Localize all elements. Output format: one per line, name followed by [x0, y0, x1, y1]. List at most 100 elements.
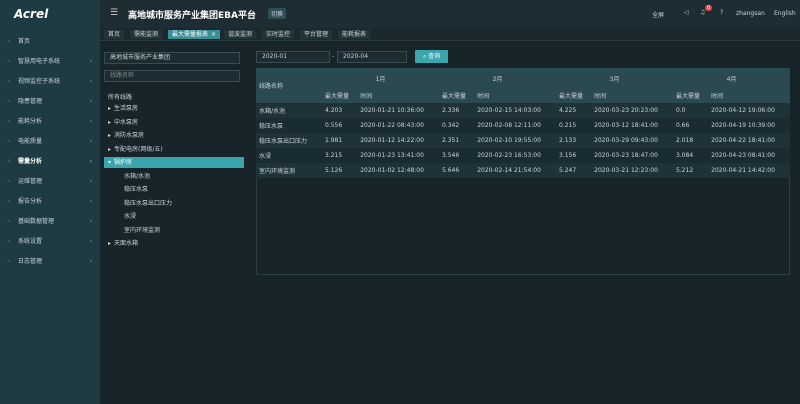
app-title: 高地城市服务产业集团EBA平台 — [128, 11, 256, 21]
time: 2020-03-23 18:47:00 — [594, 152, 658, 159]
tree-child[interactable]: 水箱/水池 — [124, 172, 151, 180]
menu-item[interactable]: 需量分析 › ◦ — [0, 154, 100, 170]
month-header: 3月 — [609, 75, 620, 83]
tab[interactable]: 首页 — [104, 30, 125, 39]
tab[interactable]: 平台管理 — [300, 30, 333, 39]
subheader: 最大需量 — [675, 93, 700, 100]
max-demand: 0.66 — [675, 122, 690, 129]
max-demand: 2.336 — [441, 107, 460, 114]
tab[interactable]: 实时监控 — [262, 30, 295, 39]
tab-label: 谐波监测 — [228, 31, 253, 38]
tree-node[interactable]: ▸ 生活泵房 — [104, 103, 244, 114]
time: 2020-02-14 21:54:00 — [477, 167, 541, 174]
tab[interactable]: 需能监测 — [130, 30, 163, 39]
tab[interactable]: 能耗报表 — [338, 30, 371, 39]
language[interactable]: English — [774, 10, 796, 17]
time: 2020-04-21 14:42:00 — [711, 167, 775, 174]
subheader: 最大需量 — [441, 93, 466, 100]
menu-item[interactable]: 日志管理 › ◦ — [0, 254, 100, 270]
time: 2020-03-12 18:41:00 — [594, 122, 658, 129]
menu-item[interactable]: 智慧用电子系统 › ◦ — [0, 54, 100, 70]
menu-item[interactable]: 基础数据管理 › ◦ — [0, 214, 100, 230]
notification-count: 0 — [705, 5, 713, 11]
start-date[interactable]: 2020-01 — [256, 51, 330, 63]
menu-item[interactable]: 系统设置 › ◦ — [0, 234, 100, 250]
tree-child[interactable]: 水浸 — [124, 213, 137, 220]
menu-arrow: › — [89, 78, 92, 85]
menu-item[interactable]: 报告分析 › ◦ — [0, 194, 100, 210]
tree-label: 锅炉房 — [114, 159, 133, 166]
max-demand: 5.646 — [441, 167, 460, 174]
menu-icon: ◦ — [7, 98, 11, 105]
time: 2020-03-23 20:23:00 — [594, 107, 658, 114]
menu-arrow: › — [89, 238, 92, 245]
tree-child[interactable]: 室内环境监测 — [124, 226, 161, 234]
menu-item[interactable]: 首页 ◦ — [0, 34, 100, 50]
time: 2020-04-12 19:06:00 — [711, 107, 775, 114]
menu-item[interactable]: 能耗分析 › ◦ — [0, 114, 100, 130]
tree-root[interactable]: 所有线路 — [108, 94, 133, 101]
report-table: 线路名称 1月 2月 3月 4月 最大需量 时间 最大需量 时间 最大需量 时间 最大需量 时间 水箱/水… — [256, 68, 790, 178]
time: 2020-02-23 16:53:00 — [477, 152, 541, 159]
menu-icon: ◦ — [7, 58, 11, 65]
menu-item[interactable]: 电能质量 › ◦ — [0, 134, 100, 150]
menu-icon: ◦ — [7, 78, 11, 85]
menu-arrow: › — [89, 258, 92, 265]
tab[interactable]: 谐波监测 — [224, 30, 257, 39]
tab-close[interactable]: × — [211, 31, 217, 38]
line-name: 稳压水泵 — [259, 123, 284, 130]
subheader: 时间 — [711, 93, 724, 100]
fullscreen[interactable]: 全屏 — [652, 12, 665, 19]
line-header: 线路名称 — [259, 83, 284, 90]
company-select[interactable]: 高地城市服务产业集团 — [104, 52, 240, 64]
tree-node[interactable]: ▸ 消防水泵房 — [104, 130, 244, 141]
query-button-label: 查询 — [428, 53, 441, 60]
max-demand: 2.351 — [441, 137, 460, 144]
time: 2020-01-22 08:43:00 — [360, 122, 424, 129]
table-row[interactable]: 稳压水泵出口压力 1.981 2020-01-12 14:22:00 2.351 202… — [256, 133, 790, 148]
menu-arrow: › — [89, 198, 92, 205]
sound-icon[interactable]: ◁ — [684, 9, 689, 16]
table-row[interactable]: 水箱/水池 4.203 2020-01-21 10:36:00 2.336 2020-0… — [256, 103, 790, 118]
menu-item[interactable]: 视频监控子系统 › ◦ — [0, 74, 100, 90]
max-demand: 2.133 — [558, 137, 577, 144]
max-demand: 5.247 — [558, 167, 577, 174]
end-date[interactable]: 2020-04 — [337, 51, 407, 63]
line-name: 室内环境监测 — [259, 168, 296, 175]
tree-child[interactable]: 稳压水泵出口压力 — [124, 199, 173, 207]
tab[interactable]: 最大需量报表 × — [168, 30, 221, 39]
query-button[interactable]: ⌕ 查询 — [415, 50, 448, 63]
tree-arrow: ▸ — [108, 132, 112, 139]
menu-icon[interactable]: ☰ — [110, 8, 119, 18]
menu-arrow: › — [89, 138, 92, 145]
menu-arrow: › — [89, 218, 92, 225]
tree-label: 专配电房(两级/五) — [114, 145, 163, 153]
table-row[interactable]: 室内环境监测 5.126 2020-01-02 12:48:00 5.646 2020-… — [256, 163, 790, 178]
line-name: 水箱/水池 — [259, 108, 286, 115]
tree-node[interactable]: ▸ 专配电房(两级/五) — [104, 144, 244, 155]
logo: Acrel — [14, 7, 49, 21]
search-input[interactable]: 线路名称 — [104, 70, 240, 82]
bell-icon[interactable]: ♫ — [700, 9, 706, 16]
subheader-row: 最大需量 时间 最大需量 时间 最大需量 时间 最大需量 时间 — [256, 88, 790, 103]
time: 2020-04-23 08:41:00 — [711, 152, 775, 159]
tree-node[interactable]: ▾ 锅炉房 — [104, 157, 244, 168]
switch-badge[interactable]: 切换 — [268, 8, 287, 19]
tree-node[interactable]: ▸ 中水泵房 — [104, 117, 244, 128]
line-name: 水浸 — [259, 153, 272, 160]
tree-child[interactable]: 稳压水泵 — [124, 186, 149, 193]
menu-icon: ◦ — [7, 178, 11, 185]
menu-arrow: › — [89, 158, 92, 165]
subheader: 时间 — [360, 93, 373, 100]
help-icon[interactable]: ? — [720, 9, 724, 16]
tree-node[interactable]: ▸ 天面水箱 — [104, 238, 244, 249]
max-demand: 0.342 — [441, 122, 460, 129]
tree-arrow: ▾ — [108, 159, 112, 166]
max-demand: 5.212 — [675, 167, 694, 174]
menu-item[interactable]: 隐患管理 › ◦ — [0, 94, 100, 110]
table-row[interactable]: 水浸 3.215 2020-01-23 13:41:00 3.546 2020-02-2… — [256, 148, 790, 163]
max-demand: 5.126 — [325, 167, 343, 174]
menu-item[interactable]: 运维管理 › ◦ — [0, 174, 100, 190]
table-row[interactable]: 稳压水泵 0.556 2020-01-22 08:43:00 0.342 2020-02… — [256, 118, 790, 133]
user-name[interactable]: zhangsan — [736, 10, 765, 17]
